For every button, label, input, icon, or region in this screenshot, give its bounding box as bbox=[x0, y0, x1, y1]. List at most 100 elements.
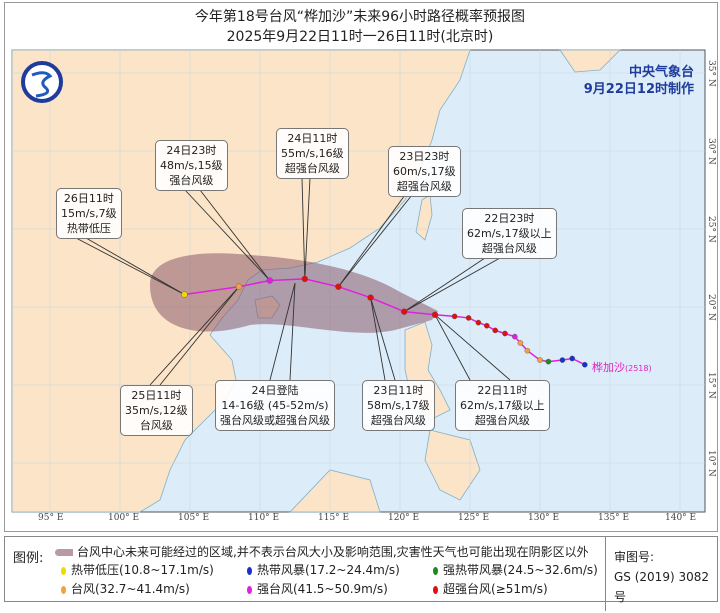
label-category: 超强台风级 bbox=[370, 414, 426, 427]
landfall-time: 24日登陆 bbox=[251, 384, 299, 397]
lon-label: 95° E bbox=[38, 513, 64, 523]
label-time: 25日11时 bbox=[131, 389, 182, 402]
review-label: 审图号: bbox=[614, 550, 655, 564]
forecast-point bbox=[181, 291, 188, 298]
label-category: 热带低压 bbox=[66, 222, 111, 235]
lat-label: 25° N bbox=[706, 216, 716, 243]
legend-item-label: 热带风暴(17.2~24.4m/s) bbox=[257, 563, 400, 577]
typhoon-name: 桦加沙 bbox=[592, 361, 625, 374]
label-wind: 58m/s,17级 bbox=[367, 399, 430, 412]
legend-item: 热带低压(10.8~17.1m/s) bbox=[61, 561, 214, 578]
lon-label: 135° E bbox=[598, 513, 630, 523]
label-23-11: 23日11时 58m/s,17级 超强台风级 bbox=[362, 380, 435, 431]
label-wind: 15m/s,7级 bbox=[61, 207, 117, 220]
lon-label: 100° E bbox=[108, 513, 140, 523]
typhoon-number: (2518) bbox=[625, 364, 652, 373]
label-22-11: 22日11时 62m/s,17级以上 超强台风级 bbox=[455, 380, 550, 431]
past-track-point bbox=[524, 347, 531, 354]
label-22-23: 22日23时 62m/s,17级以上 超强台风级 bbox=[462, 208, 557, 259]
legend-cone-text: 台风中心未来可能经过的区域,并不表示台风大小及影响范围,灾害性天气也可能出现在阴… bbox=[77, 545, 589, 559]
typhoon-name-label: 桦加沙(2518) bbox=[592, 359, 652, 375]
review-number: GS (2019) 3082号 bbox=[614, 570, 709, 604]
map-review-number: 审图号: GS (2019) 3082号 bbox=[605, 537, 717, 611]
lat-label: 20° N bbox=[706, 294, 716, 321]
legend-item-label: 超强台风(≥51m/s) bbox=[443, 582, 548, 596]
label-time: 23日11时 bbox=[373, 384, 424, 397]
legend-item: 台风(32.7~41.4m/s) bbox=[61, 580, 190, 597]
leader-line bbox=[434, 314, 511, 381]
label-wind: 62m/s,17级以上 bbox=[467, 227, 552, 240]
dot-icon bbox=[61, 566, 66, 575]
leader-line bbox=[159, 286, 240, 386]
cone-swatch-icon bbox=[55, 549, 73, 556]
legend-title: 图例: bbox=[13, 551, 44, 566]
label-time: 24日11时 bbox=[287, 132, 338, 145]
lat-label: 10° N bbox=[706, 450, 716, 477]
landfall-category: 强台风级或超强台风级 bbox=[220, 414, 330, 427]
lon-label: 120° E bbox=[388, 513, 420, 523]
leader-line bbox=[370, 297, 396, 381]
label-time: 22日11时 bbox=[477, 384, 528, 397]
label-wind: 48m/s,15级 bbox=[160, 159, 223, 172]
past-track-point bbox=[512, 333, 518, 340]
label-24-11: 24日11时 55m/s,16级 超强台风级 bbox=[276, 128, 349, 179]
lon-label: 110° E bbox=[248, 513, 280, 523]
label-landfall: 24日登陆 14-16级 (45-52m/s) 强台风级或超强台风级 bbox=[215, 380, 335, 431]
past-track-point bbox=[537, 357, 543, 363]
label-time: 24日23时 bbox=[166, 144, 217, 157]
label-24-23: 24日23时 48m/s,15级 强台风级 bbox=[155, 140, 228, 191]
legend-item-label: 强热带风暴(24.5~32.6m/s) bbox=[443, 563, 598, 577]
past-track-point bbox=[582, 361, 588, 368]
probability-cone bbox=[150, 253, 438, 333]
leader-line bbox=[338, 194, 406, 287]
label-category: 强台风级 bbox=[169, 174, 214, 187]
lon-label: 130° E bbox=[528, 513, 560, 523]
legend-item-label: 强台风(41.5~50.9m/s) bbox=[257, 582, 388, 596]
legend-item: 强热带风暴(24.5~32.6m/s) bbox=[433, 561, 598, 578]
lat-label: 35° N bbox=[706, 60, 716, 87]
label-category: 台风级 bbox=[139, 419, 173, 432]
leader-line bbox=[304, 177, 311, 279]
past-track-point bbox=[545, 358, 552, 365]
forecast-point bbox=[335, 283, 342, 290]
leader-line bbox=[403, 257, 501, 313]
forecast-point bbox=[301, 275, 308, 283]
past-track-point bbox=[465, 315, 472, 321]
land-borneo bbox=[289, 469, 381, 513]
chart-title: 今年第18号台风“桦加沙”未来96小时路径概率预报图 bbox=[194, 9, 526, 25]
leader-line bbox=[338, 194, 413, 288]
forecast-point bbox=[431, 311, 439, 318]
lon-label: 125° E bbox=[458, 513, 490, 523]
legend-item: 强台风(41.5~50.9m/s) bbox=[247, 580, 388, 597]
track-line bbox=[184, 278, 586, 366]
lon-label: 105° E bbox=[178, 513, 210, 523]
label-23-23: 23日23时 60m/s,17级 超强台风级 bbox=[388, 146, 461, 197]
dot-icon bbox=[247, 585, 252, 594]
cma-logo bbox=[21, 61, 63, 103]
label-category: 超强台风级 bbox=[396, 180, 452, 193]
map-frame bbox=[4, 2, 718, 532]
lat-label: 15° N bbox=[706, 372, 716, 399]
lat-label: 30° N bbox=[706, 138, 716, 165]
legend-item: 热带风暴(17.2~24.4m/s) bbox=[247, 561, 400, 578]
forecast-point bbox=[367, 294, 374, 301]
land-korea-japan bbox=[559, 49, 621, 73]
label-time: 26日11时 bbox=[63, 192, 114, 205]
leader-lines bbox=[75, 177, 511, 386]
label-wind: 55m/s,16级 bbox=[281, 147, 344, 160]
leader-line bbox=[75, 237, 185, 295]
leader-line bbox=[149, 286, 240, 386]
landfall-leader-line bbox=[289, 282, 296, 381]
past-track-point bbox=[559, 357, 566, 363]
leader-line bbox=[370, 297, 386, 381]
landfall-wind: 14-16级 (45-52m/s) bbox=[221, 399, 329, 412]
lon-label: 115° E bbox=[318, 513, 350, 523]
leader-line bbox=[184, 189, 271, 281]
label-wind: 60m/s,17级 bbox=[393, 165, 456, 178]
dot-icon bbox=[433, 585, 438, 594]
legend-item: 超强台风(≥51m/s) bbox=[433, 580, 548, 597]
label-wind: 35m/s,12级 bbox=[125, 404, 188, 417]
track-points bbox=[181, 275, 588, 368]
issuer-name: 中央气象台 bbox=[628, 65, 694, 80]
past-track-point bbox=[483, 322, 490, 329]
